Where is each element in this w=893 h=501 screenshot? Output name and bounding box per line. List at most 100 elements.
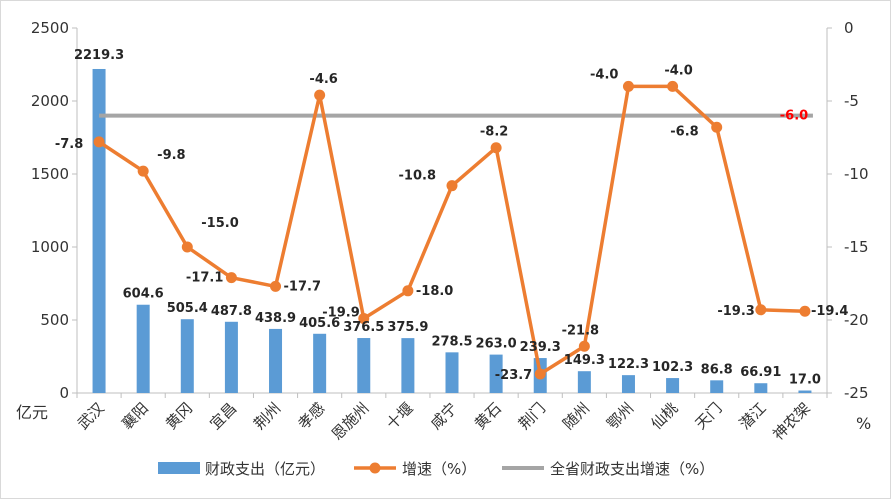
- left-tick-label: 500: [40, 311, 69, 329]
- growth-point: [93, 136, 105, 148]
- growth-value-label: -7.8: [55, 137, 83, 152]
- bar: [754, 383, 768, 393]
- bar-value-label: 278.5: [431, 334, 472, 349]
- x-category-label: 荆门: [515, 399, 549, 433]
- bar-value-label: 122.3: [608, 357, 649, 372]
- growth-point: [358, 313, 370, 325]
- growth-value-label: -10.8: [399, 169, 436, 184]
- legend-marker-growth: [369, 462, 381, 474]
- x-category-label: 孝感: [295, 399, 329, 433]
- left-tick-label: 2000: [31, 92, 69, 110]
- growth-point: [799, 305, 811, 317]
- bar: [269, 328, 283, 393]
- right-tick-label: -10: [844, 165, 869, 183]
- growth-point: [755, 304, 767, 316]
- x-category-label: 潜江: [736, 399, 770, 433]
- growth-value-label: -23.7: [495, 368, 532, 383]
- growth-point: [137, 165, 149, 177]
- bar: [577, 371, 591, 393]
- x-category-label: 黄冈: [162, 399, 196, 433]
- bar-value-label: 604.6: [123, 287, 164, 302]
- bar-value-label: 405.6: [299, 316, 340, 331]
- bar-value-label: 102.3: [652, 360, 693, 375]
- growth-value-label: -19.3: [717, 304, 754, 319]
- growth-point: [181, 241, 193, 253]
- growth-value-label: -8.2: [480, 125, 508, 140]
- bar-value-label: 149.3: [564, 353, 605, 368]
- bar: [489, 354, 503, 393]
- bar-value-label: 263.0: [476, 337, 517, 352]
- growth-point: [578, 340, 590, 352]
- growth-value-label: -19.9: [322, 306, 359, 321]
- growth-value-label: -18.0: [416, 284, 453, 299]
- growth-value-label: -17.1: [186, 271, 223, 286]
- growth-value-label: -4.0: [664, 63, 692, 78]
- growth-point: [270, 280, 282, 292]
- legend: 财政支出（亿元） 增速（%） 全省财政支出增速（%）: [158, 460, 714, 478]
- x-category-label: 天门: [692, 399, 726, 433]
- growth-point: [402, 285, 414, 297]
- bar: [136, 304, 150, 393]
- bar-value-label: 376.5: [343, 320, 384, 335]
- bar-value-label: 17.0: [789, 373, 821, 388]
- bar: [401, 338, 415, 393]
- x-category-label: 宜昌: [206, 399, 240, 433]
- right-tick-label: -5: [844, 92, 859, 110]
- x-category-label: 鄂州: [603, 399, 637, 433]
- x-category-label: 武汉: [74, 399, 108, 433]
- bar: [224, 321, 238, 393]
- growth-point: [534, 368, 546, 380]
- x-category-label: 黄石: [471, 399, 505, 433]
- growth-point: [314, 89, 326, 101]
- right-tick-label: -20: [844, 311, 869, 329]
- x-category-label: 荆州: [250, 399, 284, 433]
- left-tick-label: 1500: [31, 165, 69, 183]
- bar-value-label: 239.3: [520, 340, 561, 355]
- bar-value-label: 86.8: [701, 362, 733, 377]
- growth-line-series: [93, 80, 811, 380]
- right-tick-label: -15: [844, 238, 869, 256]
- growth-point: [446, 180, 458, 192]
- bar: [313, 333, 327, 393]
- right-tick-label: 0: [844, 19, 854, 37]
- bar: [710, 380, 724, 393]
- bar-value-label: 2219.3: [74, 48, 124, 63]
- growth-value-label: -15.0: [201, 216, 238, 231]
- growth-value-label: -19.4: [811, 304, 848, 319]
- bar: [798, 390, 812, 393]
- bar-value-label: 66.91: [740, 365, 781, 380]
- bar: [92, 68, 106, 393]
- growth-point: [225, 272, 237, 284]
- growth-point: [667, 80, 679, 92]
- bar-value-label: 375.9: [387, 320, 428, 335]
- x-category-label: 十堰: [383, 399, 417, 433]
- bar-value-label: 505.4: [167, 301, 208, 316]
- x-category-label: 神农架: [769, 399, 814, 444]
- right-tick-label: -25: [844, 384, 869, 402]
- bar: [357, 338, 371, 393]
- right-axis-unit: %: [856, 414, 871, 433]
- x-category-label: 襄阳: [118, 399, 152, 433]
- x-category-label: 恩施州: [328, 399, 373, 444]
- growth-point: [490, 142, 502, 154]
- left-tick-label: 0: [59, 384, 69, 402]
- left-tick-label: 1000: [31, 238, 69, 256]
- reference-value-label: -6.0: [780, 109, 808, 124]
- growth-value-label: -17.7: [284, 279, 321, 294]
- x-category-label: 仙桃: [647, 399, 681, 433]
- x-category-label: 咸宁: [427, 399, 461, 433]
- growth-value-label: -4.0: [590, 67, 618, 82]
- left-tick-label: 2500: [31, 19, 69, 37]
- growth-point: [711, 121, 723, 133]
- bar: [621, 375, 635, 393]
- bar-value-label: 438.9: [255, 311, 296, 326]
- legend-label-bar: 财政支出（亿元）: [205, 460, 325, 478]
- bar-series: [92, 68, 812, 393]
- bar-value-label: 487.8: [211, 304, 252, 319]
- growth-value-label: -6.8: [670, 124, 698, 139]
- bar: [445, 352, 459, 393]
- bar: [666, 378, 680, 393]
